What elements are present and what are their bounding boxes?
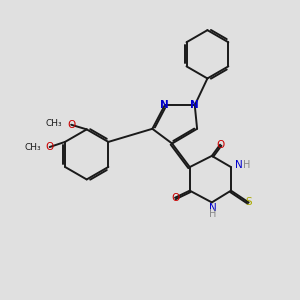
- Text: N: N: [236, 160, 243, 170]
- Text: CH₃: CH₃: [46, 119, 62, 128]
- Text: O: O: [171, 193, 179, 203]
- Text: N: N: [160, 100, 169, 110]
- Text: O: O: [67, 120, 75, 130]
- Text: O: O: [46, 142, 54, 152]
- Text: H: H: [243, 160, 251, 170]
- Text: S: S: [245, 197, 252, 207]
- Text: O: O: [216, 140, 224, 150]
- Text: N: N: [209, 203, 217, 213]
- Text: CH₃: CH₃: [24, 143, 41, 152]
- Text: N: N: [190, 100, 199, 110]
- Text: H: H: [209, 208, 216, 219]
